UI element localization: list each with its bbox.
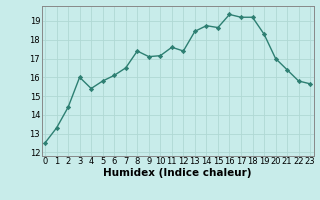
X-axis label: Humidex (Indice chaleur): Humidex (Indice chaleur) <box>103 168 252 178</box>
